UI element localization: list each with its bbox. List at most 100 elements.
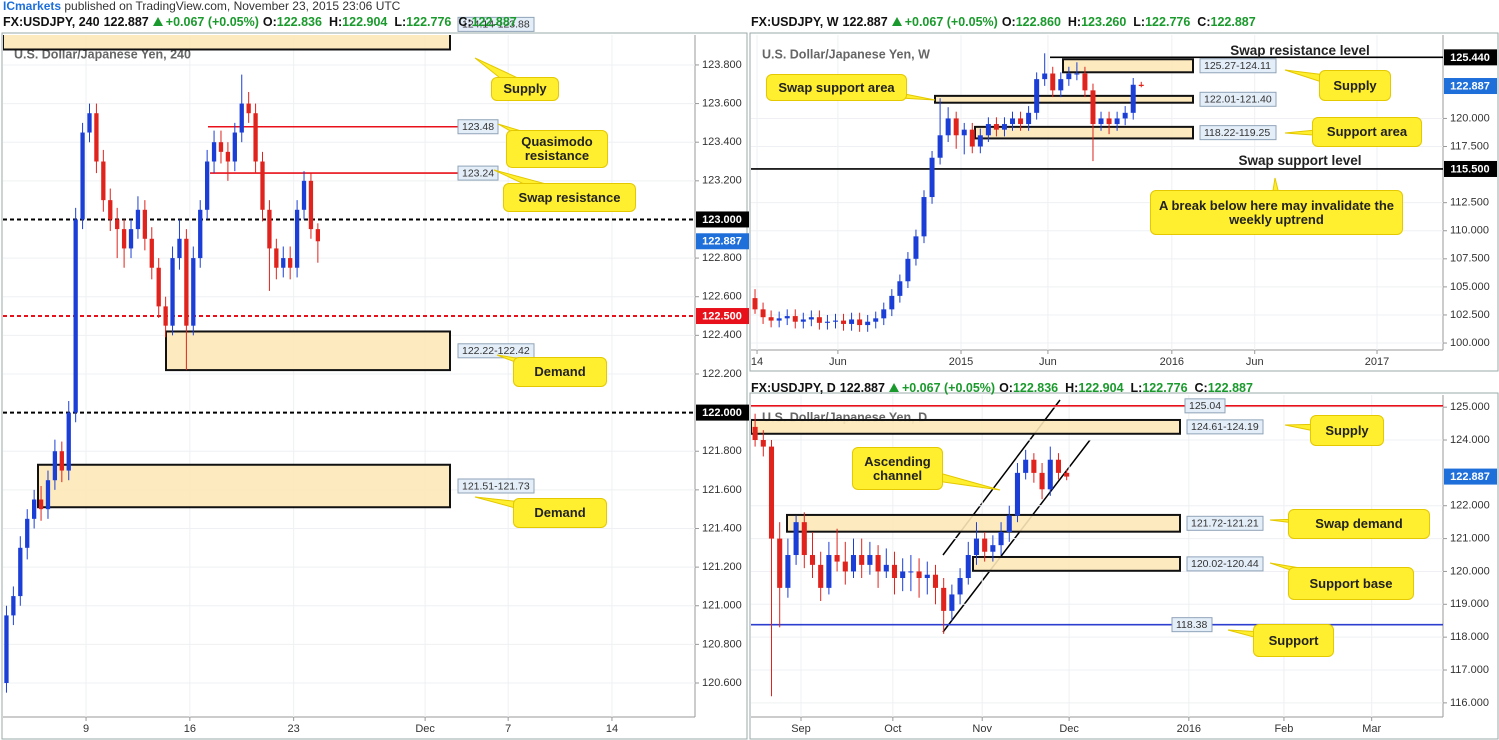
candle-body <box>315 229 321 242</box>
ohlc-label: L: <box>394 15 407 29</box>
candle-body <box>793 522 799 556</box>
candle-body <box>760 440 766 447</box>
zone <box>37 463 451 509</box>
candle-body <box>913 236 919 259</box>
x-tick-label: 2015 <box>949 356 973 368</box>
y-tick-label: 120.800 <box>702 638 742 650</box>
zone <box>3 35 451 51</box>
candle-body <box>800 319 806 322</box>
callout: Swap demand <box>1288 509 1430 539</box>
level-label: 118.38 <box>1176 619 1207 631</box>
last-price: 122.887 <box>842 15 888 29</box>
candle-body <box>308 180 314 230</box>
candle-body <box>849 319 855 324</box>
candle-body <box>1122 112 1128 119</box>
brand: ICmarkets <box>3 0 62 13</box>
candle-body <box>45 480 51 510</box>
candle-body <box>191 258 196 326</box>
candle-body <box>25 518 30 548</box>
candle-body <box>777 538 783 588</box>
ohlc-label: C: <box>458 15 472 29</box>
ohlc-label: L: <box>1133 15 1146 29</box>
symbol: FX:USDJPY, 240 <box>3 15 100 29</box>
last-price-tag <box>1444 468 1497 485</box>
ohlc-label: L: <box>1130 381 1143 395</box>
axis-tag-label: 122.000 <box>702 407 742 419</box>
candle-body <box>163 306 168 326</box>
candle-body <box>883 564 889 572</box>
callout: Swap resistance <box>503 183 636 212</box>
candle-body <box>1001 124 1007 130</box>
y-tick-label: 121.000 <box>702 600 742 612</box>
zone-label: 124.61-124.19 <box>1191 421 1259 433</box>
zone-label: 121.51-121.73 <box>462 480 530 492</box>
last-price-tag <box>696 233 749 250</box>
chart-weekly: 100.000 102.500 105.000 107.500 110.000 112.5… <box>751 35 1497 368</box>
ohlc-value: 122.776 <box>1145 15 1191 29</box>
y-tick-label: 112.500 <box>1450 197 1489 209</box>
candle-body <box>232 132 237 162</box>
axis-tag <box>1444 49 1497 66</box>
candle-body <box>1058 79 1064 91</box>
candle-body <box>949 594 955 611</box>
y-tick-label: 102.500 <box>1450 309 1490 321</box>
change: +0.067 (+0.05%) <box>165 15 259 29</box>
zone <box>934 94 1194 104</box>
candle-body <box>818 564 824 588</box>
candle-body <box>218 142 224 152</box>
callout: Swap resistance level <box>1230 43 1370 58</box>
candle-body <box>204 161 210 210</box>
change: +0.067 (+0.05%) <box>901 381 996 395</box>
channel-line <box>942 439 1091 633</box>
candle-body <box>785 555 791 588</box>
candle-body <box>998 532 1004 546</box>
zone <box>165 330 451 372</box>
candle-body <box>260 161 265 210</box>
ohlc-label: H: <box>1067 15 1082 29</box>
last-price-tag <box>1444 78 1497 95</box>
candles <box>4 74 321 693</box>
symbol: FX:USDJPY, W <box>751 15 839 29</box>
x-tick-label: Nov <box>972 723 992 735</box>
chart-legend: U.S. Dollar/Japanese Yen, 240 <box>14 47 191 61</box>
y-tick-label: 123.600 <box>702 97 742 109</box>
change: +0.067 (+0.05%) <box>904 15 998 29</box>
ohlc-label: C: <box>1197 15 1211 29</box>
ohlc-label: H: <box>1065 381 1079 395</box>
candle-body <box>990 545 996 552</box>
zone-label: 122.22-122.42 <box>462 345 530 357</box>
zone-label: 122.01-121.40 <box>1204 94 1272 106</box>
candle-body <box>953 118 959 136</box>
callout: Ascending channel <box>852 447 943 490</box>
candles <box>752 413 1070 697</box>
candle-body <box>897 281 903 296</box>
candle-body <box>149 238 154 268</box>
zone <box>972 555 1181 572</box>
candle-body <box>808 317 814 320</box>
zone-label: 120.02-120.44 <box>1191 558 1259 570</box>
candle-body <box>1047 459 1053 490</box>
chart-4h: 120.600 120.800 121.000 121.200 121.400 121.6… <box>3 16 749 735</box>
candle-body <box>281 258 286 268</box>
candle-body <box>1074 73 1080 75</box>
candle-body <box>832 320 838 322</box>
candle-body <box>66 412 71 471</box>
callout: Supply <box>1319 70 1391 101</box>
candle-body <box>38 499 44 510</box>
candle-body <box>1034 79 1040 113</box>
callout: Quasimodo resistance <box>506 130 608 168</box>
y-tick-label: 122.000 <box>1450 500 1490 512</box>
axis-tag <box>696 308 749 325</box>
up-arrow <box>152 17 163 26</box>
ohlc-item: C:122.887 <box>458 15 520 29</box>
candle-body <box>900 571 906 579</box>
candle-body <box>87 113 92 133</box>
level-label-box <box>457 119 499 135</box>
callout: Supply <box>1310 415 1384 446</box>
x-tick-label: Dec <box>415 723 435 735</box>
zone-label-box <box>1186 419 1264 435</box>
zone <box>786 513 1181 533</box>
y-tick-label: 122.200 <box>702 368 742 380</box>
candle-body <box>768 317 774 321</box>
